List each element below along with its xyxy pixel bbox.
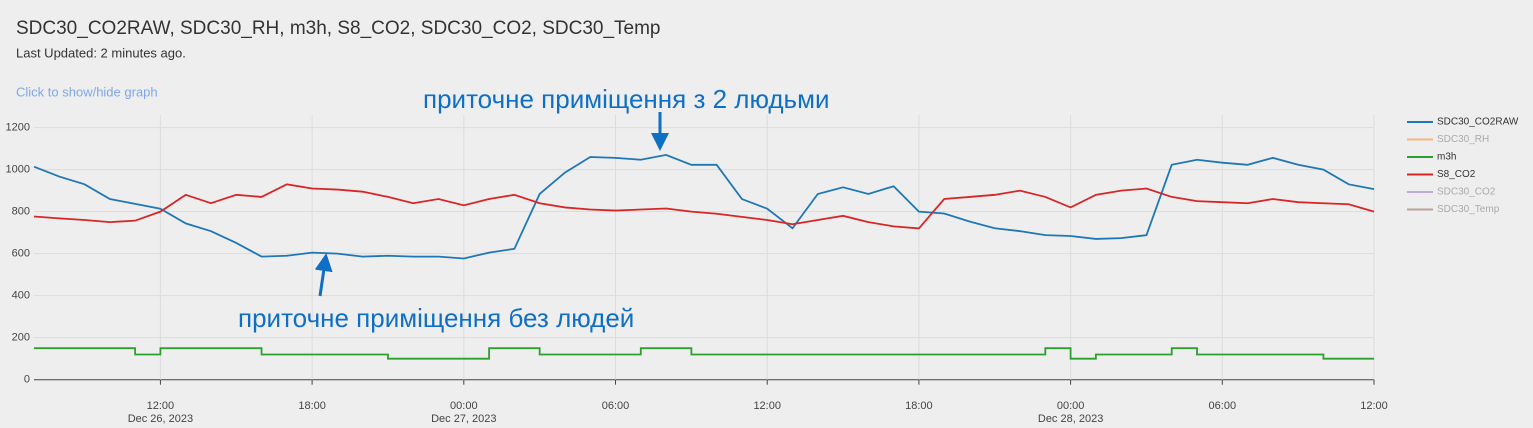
legend-label[interactable]: SDC30_CO2 <box>1437 187 1496 198</box>
x-tick-sublabel: Dec 26, 2023 <box>128 413 193 425</box>
plot <box>33 153 1375 360</box>
legend-label[interactable]: SDC30_CO2RAW <box>1437 117 1519 128</box>
title: SDC30_CO2RAW, SDC30_RH, m3h, S8_CO2, SDC… <box>16 18 661 39</box>
last-updated: Last Updated: 2 minutes ago. <box>16 45 186 60</box>
y-tick-label: 1200 <box>6 122 30 134</box>
y-tick-label: 200 <box>12 332 30 344</box>
legend-label[interactable]: SDC30_RH <box>1437 134 1489 145</box>
x-tick-sublabel: Dec 27, 2023 <box>431 413 496 425</box>
x-tick-label: 12:00 <box>1360 400 1388 412</box>
y-tick-label: 600 <box>12 248 30 260</box>
legend-label[interactable]: S8_CO2 <box>1437 169 1476 180</box>
annotation: приточне приміщення з 2 людьми <box>423 84 830 114</box>
series-line <box>34 347 1374 360</box>
toggle-link[interactable]: Click to show/hide graph <box>16 84 158 99</box>
x-tick-label: 12:00 <box>753 400 781 412</box>
x-tick-label: 06:00 <box>602 400 630 412</box>
legend-label[interactable]: m3h <box>1437 152 1456 163</box>
legend-label[interactable]: SDC30_Temp <box>1437 204 1500 215</box>
x-tick-label: 18:00 <box>905 400 933 412</box>
annotation: приточне приміщення без людей <box>238 303 634 333</box>
x-tick-sublabel: Dec 28, 2023 <box>1038 413 1103 425</box>
x-tick-label: 00:00 <box>1057 400 1085 412</box>
y-tick-label: 800 <box>12 206 30 218</box>
arrow <box>314 253 333 297</box>
x-tick-label: 06:00 <box>1209 400 1237 412</box>
x-tick-label: 00:00 <box>450 400 478 412</box>
x-tick-label: 12:00 <box>147 400 175 412</box>
series-line <box>33 153 1375 260</box>
y-tick-label: 1000 <box>6 164 30 176</box>
y-tick-label: 0 <box>24 374 30 386</box>
y-tick-label: 400 <box>12 290 30 302</box>
series-line <box>33 183 1375 230</box>
x-tick-label: 18:00 <box>298 400 326 412</box>
